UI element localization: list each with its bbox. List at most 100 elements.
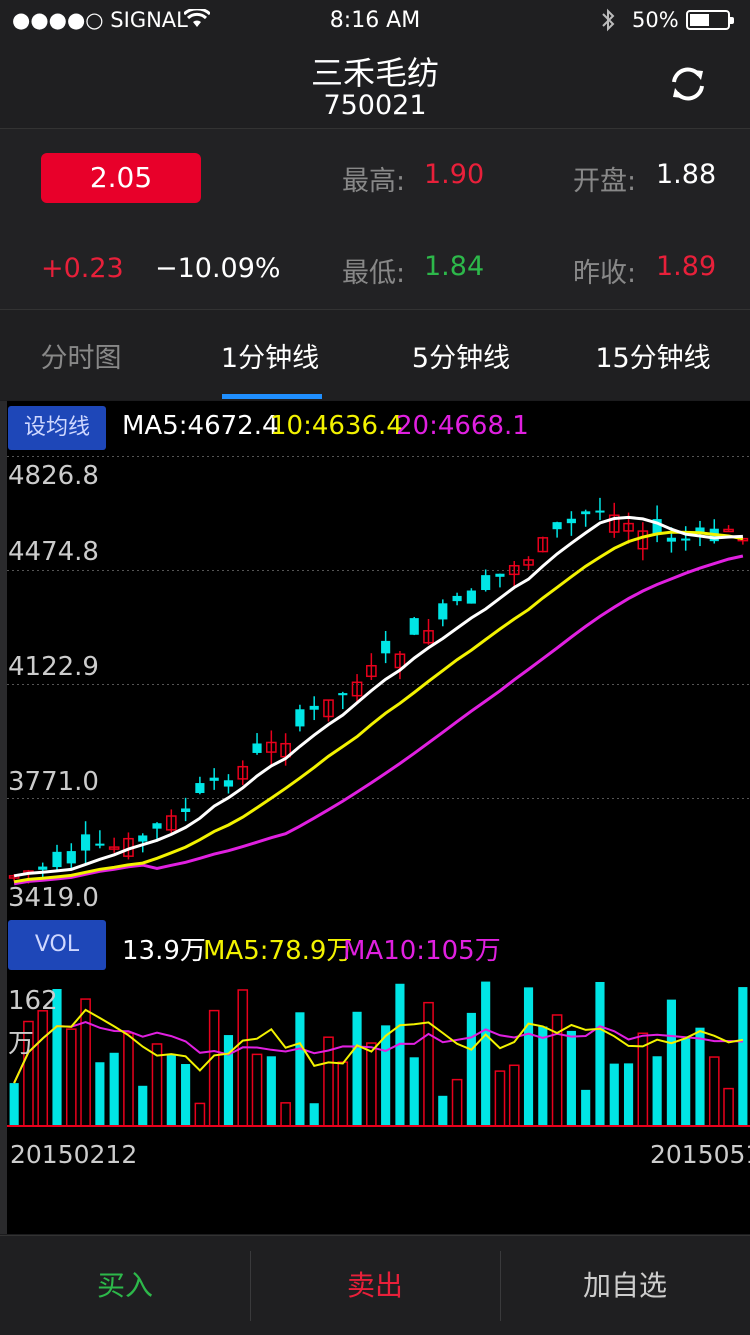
vol-ma10: MA10:105万 xyxy=(343,936,501,966)
volume-bar xyxy=(581,1089,591,1127)
add-watchlist-button[interactable]: 加自选 xyxy=(582,1269,667,1302)
volume-bar xyxy=(508,1064,520,1127)
candle-body xyxy=(152,823,162,829)
volume-bar xyxy=(295,1012,305,1127)
bluetooth-icon xyxy=(602,8,615,32)
volume-bar xyxy=(95,1062,105,1127)
volume-bar xyxy=(166,1054,176,1127)
volume-chart[interactable] xyxy=(7,971,750,1127)
candle-body xyxy=(181,808,191,812)
candle-body xyxy=(165,815,177,831)
volume-bar xyxy=(65,1028,77,1127)
vol-y-label: 162 xyxy=(8,986,58,1016)
buy-button[interactable]: 买入 xyxy=(96,1269,153,1302)
candle-body xyxy=(108,846,120,850)
candle-body xyxy=(138,835,148,842)
low-label: 最低: xyxy=(342,258,406,289)
chart-period-tabs: 分时图 1分钟线 5分钟线 15分钟线 xyxy=(0,310,750,400)
volume-bar xyxy=(551,1014,563,1127)
candle-body xyxy=(394,653,406,669)
volume-bar xyxy=(595,981,605,1127)
candle-body xyxy=(608,514,620,533)
set-ma-button[interactable]: 设均线 xyxy=(8,406,106,450)
tab-1min[interactable]: 1分钟线 xyxy=(220,343,320,374)
high-value: 1.90 xyxy=(424,159,485,190)
volume-bar xyxy=(623,1063,634,1127)
candle-body xyxy=(508,564,520,576)
volume-bar xyxy=(151,1043,163,1127)
stock-code: 750021 xyxy=(323,90,427,121)
candle-body xyxy=(252,743,262,753)
open-value: 1.88 xyxy=(656,159,717,190)
candle-body xyxy=(195,783,205,794)
candle-body xyxy=(466,590,476,604)
volume-bar xyxy=(109,1052,119,1127)
volume-bar xyxy=(409,1057,419,1127)
tab-intraday[interactable]: 分时图 xyxy=(40,343,122,374)
refresh-icon[interactable] xyxy=(666,62,710,106)
volume-bar xyxy=(381,1025,391,1127)
bottom-action-bar: 买入 卖出 加自选 xyxy=(0,1235,750,1335)
volume-bar xyxy=(9,1083,19,1127)
volume-bar xyxy=(280,1102,291,1127)
candle-body xyxy=(566,518,576,524)
candle-body xyxy=(266,741,277,753)
volume-bar xyxy=(423,1001,434,1127)
candle-body xyxy=(481,575,491,591)
ma5-value: MA5:4672.4 xyxy=(122,411,279,441)
volume-bar xyxy=(23,1020,34,1127)
volume-bar xyxy=(323,1036,334,1127)
nav-header: 三禾毛纺 750021 xyxy=(0,40,750,129)
tab-5min[interactable]: 5分钟线 xyxy=(411,343,511,374)
wifi-icon xyxy=(184,9,210,27)
price-change-percent: −10.09% xyxy=(155,253,281,284)
candle-body xyxy=(38,866,48,870)
volume-bar xyxy=(37,1010,49,1127)
candle-body xyxy=(52,851,62,868)
ma20-value: 20:4668.1 xyxy=(396,411,529,441)
candle-body xyxy=(438,603,448,620)
volume-bar xyxy=(723,1087,734,1127)
candle-body xyxy=(623,522,634,532)
volume-bar xyxy=(708,1056,720,1127)
high-label: 最高: xyxy=(342,166,406,197)
volume-bar xyxy=(451,1078,463,1127)
candlestick-chart[interactable] xyxy=(7,456,750,916)
volume-bar xyxy=(637,1032,649,1127)
sell-button[interactable]: 卖出 xyxy=(346,1269,403,1302)
volume-bar xyxy=(337,1061,349,1127)
candle-body xyxy=(95,843,105,846)
candle-body xyxy=(452,595,462,602)
candle-body xyxy=(381,640,391,654)
volume-bar xyxy=(438,1095,448,1127)
candle-body xyxy=(595,510,605,513)
active-tab-indicator xyxy=(222,394,322,399)
ma20-line xyxy=(13,554,744,886)
vol-ma10-line xyxy=(13,1021,743,1084)
volume-bar xyxy=(366,1042,377,1127)
current-price: 2.05 xyxy=(41,153,201,203)
candle-body xyxy=(223,780,234,787)
prev-close-label: 昨收: xyxy=(573,258,637,289)
candle-body xyxy=(723,528,734,533)
volume-bar xyxy=(309,1103,319,1127)
volume-bar xyxy=(466,1012,476,1127)
candle-body xyxy=(323,699,334,718)
vol-button[interactable]: VOL xyxy=(8,920,106,970)
volume-bar xyxy=(609,1063,619,1127)
candle-body xyxy=(581,511,591,515)
volume-bar xyxy=(523,987,534,1127)
candle-body xyxy=(523,559,534,566)
volume-bar xyxy=(481,981,491,1127)
tab-15min[interactable]: 15分钟线 xyxy=(595,343,711,374)
volume-bar xyxy=(223,1035,234,1127)
candle-body xyxy=(423,630,434,644)
y-label: 4474.8 xyxy=(8,537,99,567)
volume-bar xyxy=(237,989,249,1127)
candle-body xyxy=(209,777,219,781)
y-label: 4122.9 xyxy=(8,652,99,682)
candle-body xyxy=(409,618,419,635)
volume-bar xyxy=(266,1056,276,1127)
y-label: 4826.8 xyxy=(8,461,99,491)
candle-body xyxy=(338,693,348,696)
